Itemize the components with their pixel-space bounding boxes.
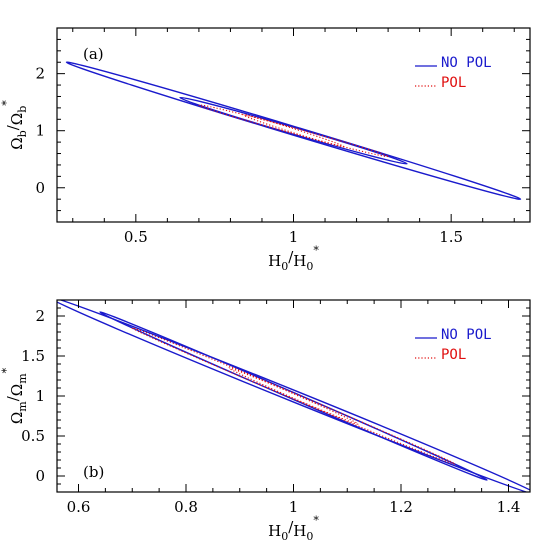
x-tick-label: 1.5 — [439, 228, 463, 246]
y-tick-label: 1 — [35, 387, 45, 405]
y-tick-label: 1 — [35, 122, 45, 140]
y-tick-label: 2 — [35, 65, 45, 83]
x-tick-label: 0.8 — [174, 498, 198, 516]
y-axis-label: Ωb/Ωb* — [0, 100, 29, 150]
legend-label: POL — [441, 75, 466, 91]
x-tick-label: 1 — [289, 228, 299, 246]
contours — [65, 61, 522, 200]
nopol-contour-1 — [57, 300, 530, 492]
contours — [57, 300, 530, 492]
y-tick-label: 0.5 — [21, 427, 45, 445]
x-axis-label: H0/H0* — [268, 244, 319, 273]
x-tick-label: 0.6 — [67, 498, 91, 516]
y-axis-label: Ωm/Ωm* — [0, 367, 29, 424]
x-tick-label: 1 — [289, 498, 299, 516]
pol-contour-1 — [198, 104, 389, 158]
pol-contour-2 — [242, 114, 345, 148]
x-tick-label: 1.4 — [497, 498, 521, 516]
nopol-contour-2 — [179, 96, 408, 165]
y-tick-label: 2 — [35, 307, 45, 325]
pol-contour-1 — [131, 327, 456, 465]
pol-contour-2 — [228, 367, 359, 425]
legend-label: NO POL — [441, 55, 492, 71]
panel-b: 0.6 0.8 1 1.2 1.4 0 0.5 1 1.5 2 H0/H0* Ωm/Ωm* (b) N… — [0, 299, 531, 543]
legend-label: NO POL — [441, 327, 492, 343]
panel-label: (a) — [83, 45, 104, 63]
panel-label: (b) — [83, 463, 104, 481]
x-tick-label: 1.2 — [389, 498, 413, 516]
legend-label: POL — [441, 347, 466, 363]
y-tick-label: 0 — [35, 467, 45, 485]
y-tick-label: 1.5 — [21, 347, 45, 365]
panel-a: 0.5 1 1.5 0 1 2 H0/H0* Ωb/Ωb* (a) NO POL POL — [0, 27, 531, 273]
x-tick-label: 0.5 — [124, 228, 148, 246]
y-tick-label: 0 — [35, 179, 45, 197]
x-axis-label: H0/H0* — [268, 514, 319, 543]
nopol-contour-1 — [65, 61, 522, 200]
